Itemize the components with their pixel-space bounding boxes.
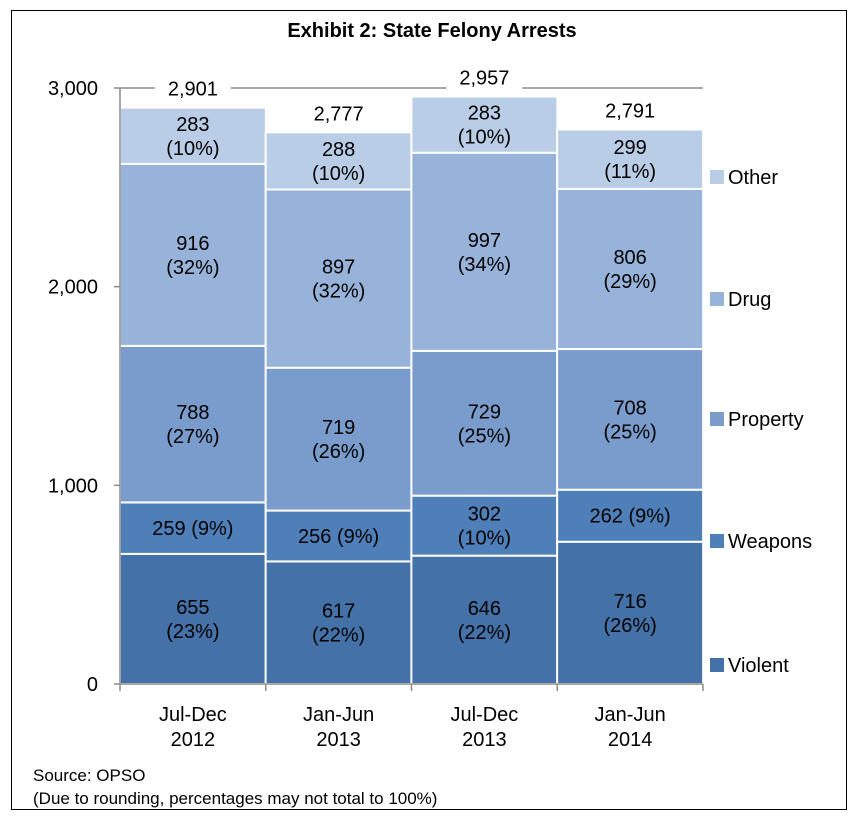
data-label: 646 xyxy=(468,598,501,620)
bar-segment-violent xyxy=(264,560,413,685)
legend-label-other: Other xyxy=(728,167,778,189)
data-label: 262 (9%) xyxy=(590,506,671,528)
x-tick-label: 2013 xyxy=(462,729,507,751)
data-label: (22%) xyxy=(312,625,365,647)
data-label: (29%) xyxy=(603,271,656,293)
x-tick-label: 2013 xyxy=(316,729,361,751)
total-label: 2,791 xyxy=(605,101,655,123)
legend-swatch-weapons xyxy=(710,534,724,548)
x-tick-label: Jul-Dec xyxy=(450,704,518,726)
bars: 655(23%)259 (9%)788(27%)916(32%)283(10%)… xyxy=(118,64,705,686)
data-label: (32%) xyxy=(166,257,219,279)
data-label: (10%) xyxy=(458,528,511,550)
data-label: 788 xyxy=(176,402,209,424)
bar-segment-violent xyxy=(556,540,705,685)
bar-segment-property xyxy=(264,366,413,512)
data-label: (11%) xyxy=(604,161,656,183)
data-label: (25%) xyxy=(603,421,656,443)
legend-label-drug: Drug xyxy=(728,289,771,311)
data-label: (27%) xyxy=(166,426,219,448)
data-label: 716 xyxy=(613,591,646,613)
bar-segment-drug xyxy=(410,151,559,352)
data-label: 719 xyxy=(322,417,355,439)
data-label: 729 xyxy=(468,401,501,423)
legend-swatch-other xyxy=(710,170,724,184)
legend-swatch-property xyxy=(710,412,724,426)
data-label: 283 xyxy=(468,103,501,125)
rounding-note: (Due to rounding, percentages may not to… xyxy=(33,789,438,808)
data-label: 897 xyxy=(322,257,355,279)
data-label: 259 (9%) xyxy=(152,518,233,540)
x-tick-label: Jul-Dec xyxy=(159,704,227,726)
bar-segment-other xyxy=(264,131,413,191)
total-label-background xyxy=(300,100,377,127)
data-label: (10%) xyxy=(458,127,511,149)
bar-segment-other xyxy=(410,95,559,154)
bar-segment-weapons xyxy=(264,509,413,563)
data-label: (26%) xyxy=(312,441,365,463)
data-label: (25%) xyxy=(458,425,511,447)
data-label: 806 xyxy=(613,247,646,269)
bar-segment-weapons xyxy=(556,488,705,543)
data-label: (10%) xyxy=(312,163,365,185)
y-tick-label: 3,000 xyxy=(48,78,98,100)
data-label: 288 xyxy=(322,139,355,161)
bar-segment-drug xyxy=(556,187,705,351)
total-label-background xyxy=(446,64,523,91)
y-tick-label: 1,000 xyxy=(48,475,98,497)
total-label: 2,901 xyxy=(168,79,218,101)
data-label: 916 xyxy=(176,233,209,255)
bar-segment-drug xyxy=(264,188,413,369)
legend-label-violent: Violent xyxy=(728,655,789,677)
total-label: 2,777 xyxy=(314,103,364,125)
data-label: (10%) xyxy=(166,138,219,160)
total-label-background xyxy=(592,97,669,124)
legend-swatch-violent xyxy=(710,658,724,672)
bar-segment-drug xyxy=(118,162,267,347)
total-label-background xyxy=(154,75,231,102)
data-label: (34%) xyxy=(458,254,511,276)
data-label: 299 xyxy=(613,137,646,159)
bar-segment-weapons xyxy=(118,501,267,555)
legend-label-weapons: Weapons xyxy=(728,531,812,553)
data-label: 708 xyxy=(613,397,646,419)
chart-title: Exhibit 2: State Felony Arrests xyxy=(287,20,576,42)
bar-segment-property xyxy=(118,344,267,504)
total-label: 2,957 xyxy=(459,68,509,90)
data-label: 655 xyxy=(176,597,209,619)
data-label: 302 xyxy=(468,504,501,526)
x-tick-label: Jan-Jun xyxy=(303,704,374,726)
legend-swatch-drug xyxy=(710,292,724,306)
legend-label-property: Property xyxy=(728,409,804,431)
bar-segment-other xyxy=(118,106,267,165)
data-label: 617 xyxy=(322,601,355,623)
bar-segment-property xyxy=(410,349,559,497)
source-note: Source: OPSO xyxy=(33,766,146,785)
data-label: 997 xyxy=(468,230,501,252)
data-label: (22%) xyxy=(458,622,511,644)
y-tick-label: 0 xyxy=(87,674,98,696)
x-tick-label: Jan-Jun xyxy=(595,704,666,726)
y-tick-label: 2,000 xyxy=(48,277,98,299)
data-label: (32%) xyxy=(312,281,365,303)
bar-segment-property xyxy=(556,348,705,491)
data-label: (26%) xyxy=(603,615,656,637)
data-label: 283 xyxy=(176,114,209,136)
legend: Violent Weapons Property Drug Other xyxy=(710,167,812,677)
data-label: 256 (9%) xyxy=(298,526,379,548)
x-tick-label: 2012 xyxy=(171,729,216,751)
x-tick-label: 2014 xyxy=(608,729,653,751)
data-label: (23%) xyxy=(166,621,219,643)
axes: Jul-Dec 2012 Jan-Jun 2013 Jul-Dec 2013 Jan-Jun… xyxy=(48,78,704,751)
bar-segment-other xyxy=(556,128,705,190)
